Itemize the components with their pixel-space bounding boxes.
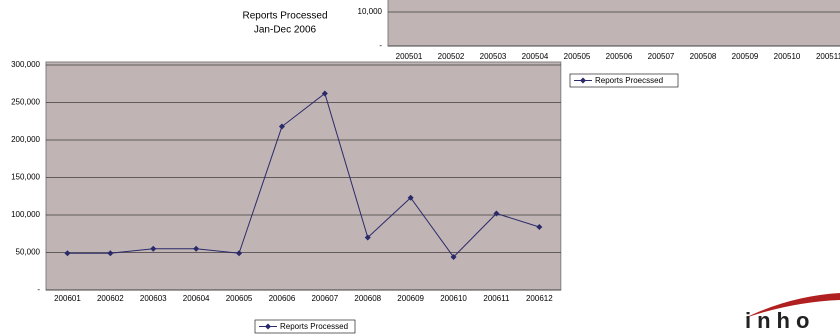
data-line [67,92,540,258]
logo-text: inho [745,308,815,333]
x-tick-label: 200501 [396,52,423,61]
legend-marker [265,323,271,330]
data-point [107,250,114,257]
x-tick-label: 200606 [269,294,296,303]
y-tick-label: 150,000 [11,173,40,182]
x-tick-label: 200511 [816,52,840,61]
y-tick-label: 200,000 [11,135,40,144]
legend-label: Reports Processed [280,322,348,331]
y-tick-label: - [37,285,40,294]
x-tick-label: 200603 [140,294,167,303]
x-tick-label: 200610 [440,294,467,303]
x-tick-label: 200601 [54,294,81,303]
data-point [278,123,285,130]
x-tick-label: 200507 [648,52,675,61]
x-tick-label: 200510 [774,52,801,61]
plot-area [387,0,840,47]
data-point [193,245,200,252]
data-point [450,254,457,260]
chart-title: Reports Processed [242,11,327,22]
data-point [236,250,243,257]
data-point [150,245,157,252]
x-tick-label: 200508 [690,52,717,61]
y-tick-label: - [379,41,382,50]
y-tick-label: 250,000 [11,98,40,107]
x-tick-label: 200503 [480,52,507,61]
data-point [407,194,414,201]
data-point [493,210,500,217]
data-point [536,224,543,230]
x-tick-label: 200609 [397,294,424,303]
x-tick-label: 200607 [311,294,338,303]
y-tick-label: 100,000 [11,210,40,219]
y-tick-label: 10,000 [358,7,383,16]
data-point [364,234,371,241]
legend-box [254,319,356,334]
x-tick-label: 200509 [732,52,759,61]
x-tick-label: 200504 [522,52,549,61]
plot-area [45,61,562,291]
x-tick-label: 200605 [226,294,253,303]
legend-label: Reports Proecssed [595,76,663,85]
chart-subtitle: Jan-Dec 2006 [254,25,317,36]
x-tick-label: 200506 [606,52,633,61]
x-tick-label: 200611 [483,294,510,303]
x-tick-label: 200604 [183,294,210,303]
data-point [64,250,71,257]
y-tick-label: 50,000 [16,248,41,257]
legend-box [569,73,679,88]
x-tick-label: 200612 [526,294,553,303]
x-tick-label: 200502 [438,52,465,61]
x-tick-label: 200608 [354,294,381,303]
x-tick-label: 200602 [97,294,124,303]
y-tick-label: 300,000 [11,60,40,69]
legend-marker [580,77,586,84]
logo-swoosh [745,293,840,318]
x-tick-label: 200505 [564,52,591,61]
data-point [321,90,328,97]
